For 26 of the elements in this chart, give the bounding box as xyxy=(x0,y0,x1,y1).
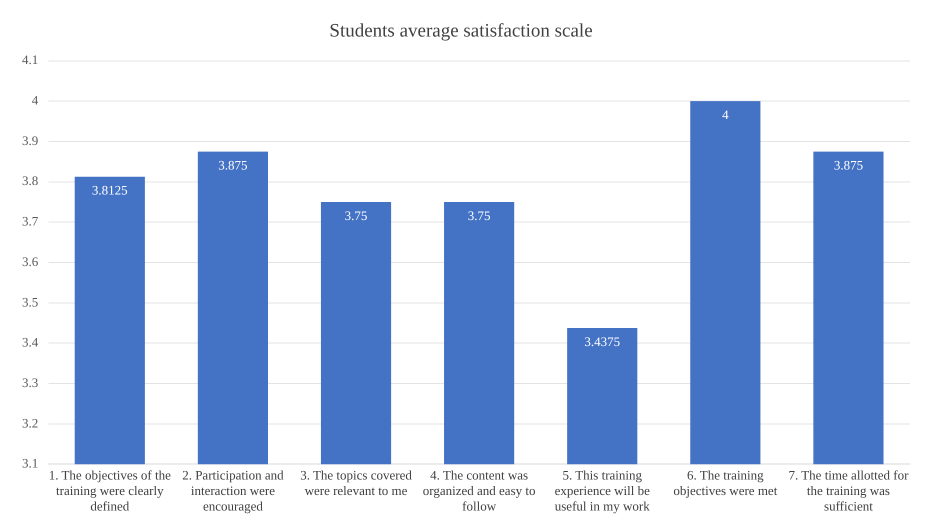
x-tick-label: 4. The content was organized and easy to follow xyxy=(422,467,536,514)
x-tick-label: 1. The objectives of the training were clearly defined xyxy=(48,467,172,514)
data-label: 3.75 xyxy=(344,208,368,223)
chart-title: Students average satisfaction scale xyxy=(329,20,593,42)
y-tick-label: 3.3 xyxy=(22,374,38,390)
y-tick-label: 3.5 xyxy=(22,294,38,310)
data-label: 4 xyxy=(722,107,730,122)
y-tick-label: 3.6 xyxy=(22,254,39,269)
y-tick-label: 4 xyxy=(32,92,39,108)
x-tick-label: 3. The topics covered were relevant to me xyxy=(300,467,412,498)
y-tick-label: 3.7 xyxy=(22,214,39,229)
x-tick-label: 5. This training experience will be useful in my work xyxy=(554,467,650,514)
y-tick-label: 3.8 xyxy=(22,173,38,188)
x-tick-label: 2. Participation and interaction were encouraged xyxy=(182,467,284,514)
data-label: 3.75 xyxy=(468,208,490,223)
x-tick-label: 7. The time allotted for the training was sufficient xyxy=(788,467,910,514)
data-label: 3.875 xyxy=(834,157,864,172)
y-tick-label: 3.2 xyxy=(22,415,38,430)
x-tick-label: 6. The training objectives were met xyxy=(673,467,778,498)
y-tick-label: 3.1 xyxy=(22,456,38,471)
data-label: 3.4375 xyxy=(584,334,620,349)
y-tick-label: 4.1 xyxy=(22,52,38,68)
data-label: 3.875 xyxy=(218,157,248,172)
data-label: 3.8125 xyxy=(92,182,128,198)
y-tick-label: 3.4 xyxy=(22,334,39,350)
y-tick-label: 3.9 xyxy=(22,132,38,148)
